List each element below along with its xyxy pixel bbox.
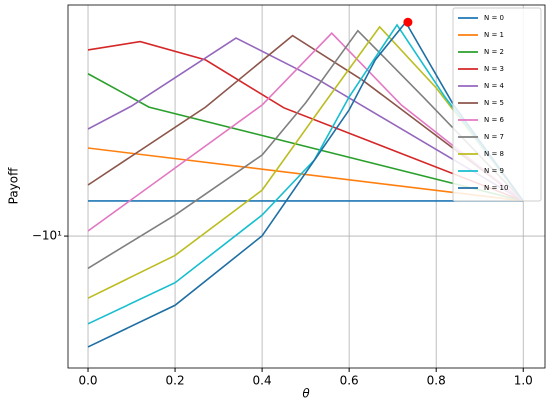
legend-label: N = 3 (484, 65, 504, 73)
legend-box (452, 7, 542, 202)
line (87, 20, 524, 348)
line (87, 32, 524, 232)
x-tick-label: 0.2 (166, 374, 185, 388)
x-axis-label: θ (302, 387, 310, 401)
legend-label: N = 6 (484, 116, 505, 124)
x-tick-label: 0.4 (253, 374, 272, 388)
x-tick-label: 0.6 (340, 374, 359, 388)
x-tick-label: 0.8 (427, 374, 446, 388)
legend-label: N = 7 (484, 133, 504, 141)
plot-frame (67, 4, 546, 369)
line (87, 147, 524, 202)
legend-label: N = 2 (484, 48, 504, 56)
line (87, 25, 524, 299)
line (87, 23, 524, 325)
y-axis-label: Payoff (7, 167, 21, 204)
legend-label: N = 4 (484, 82, 505, 90)
legend-label: N = 9 (484, 167, 504, 175)
line (87, 29, 524, 269)
y-tick-label: −10¹ (32, 229, 62, 243)
line (87, 40, 524, 202)
legend-label: N = 10 (484, 184, 508, 192)
x-tick-label: 0.0 (78, 374, 97, 388)
legend-label: N = 1 (484, 31, 504, 39)
line (87, 37, 524, 202)
x-tick-label: 1.0 (514, 374, 533, 388)
marker (403, 17, 413, 27)
legend-label: N = 0 (484, 14, 504, 22)
line (87, 34, 524, 202)
legend-label: N = 5 (484, 99, 504, 107)
legend-label: N = 8 (484, 150, 504, 158)
line (87, 73, 524, 202)
